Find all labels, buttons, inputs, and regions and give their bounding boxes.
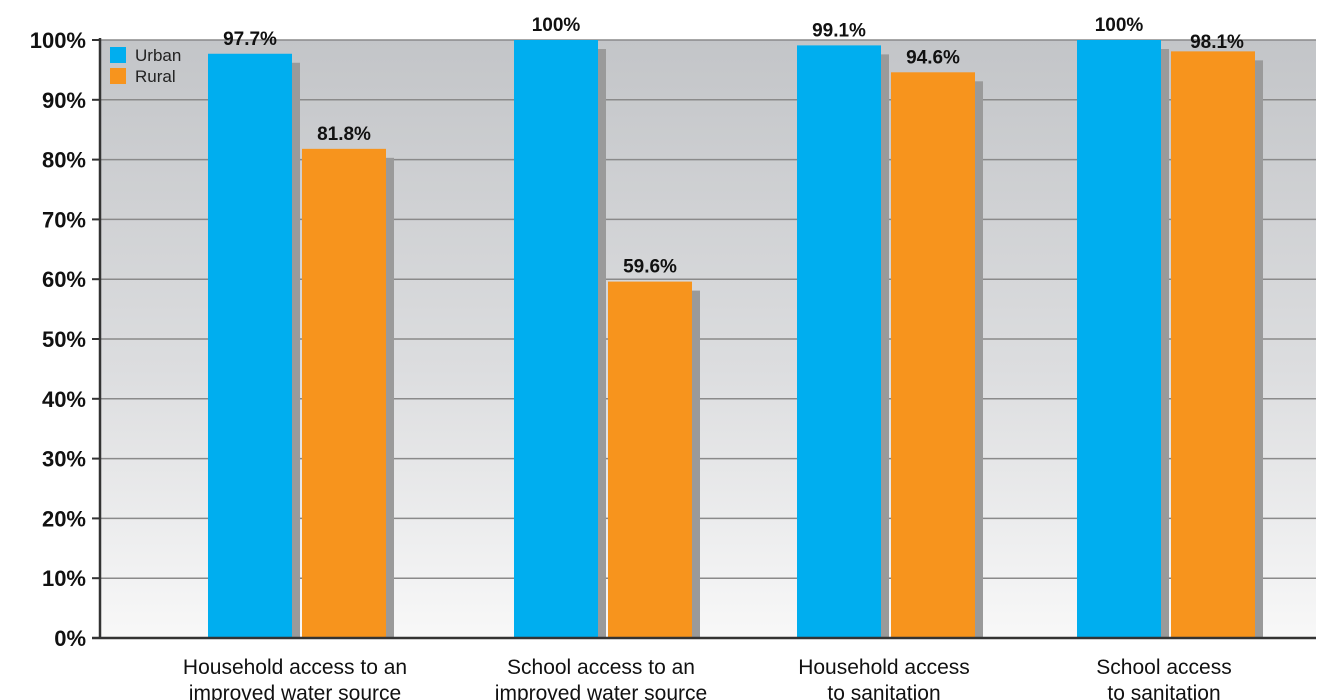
data-label: 81.8% <box>317 124 371 145</box>
data-label: 98.1% <box>1190 32 1244 53</box>
x-tick-label: to sanitation <box>827 682 940 700</box>
data-label: 59.6% <box>623 257 677 278</box>
x-tick-label: improved water source <box>495 682 707 700</box>
y-tick-label: 0% <box>54 626 86 651</box>
legend-label: Rural <box>135 67 176 86</box>
y-tick-label: 50% <box>42 327 86 352</box>
data-label: 94.6% <box>906 47 960 68</box>
y-tick-label: 30% <box>42 447 86 472</box>
y-tick-label: 70% <box>42 207 86 232</box>
y-tick-label: 80% <box>42 148 86 173</box>
bar-urban <box>1077 40 1161 638</box>
y-tick-label: 60% <box>42 267 86 292</box>
bar-rural <box>608 281 692 638</box>
x-tick-label: improved water source <box>189 682 401 700</box>
legend-swatch-rural <box>110 68 126 84</box>
data-label: 100% <box>1095 15 1144 36</box>
bar-urban <box>514 40 598 638</box>
bar-rural <box>302 148 386 638</box>
y-tick-label: 40% <box>42 387 86 412</box>
data-label: 97.7% <box>223 29 277 50</box>
legend-swatch-urban <box>110 47 126 63</box>
x-tick-label: Household access <box>798 656 970 679</box>
bar-urban <box>797 45 881 638</box>
bars <box>208 40 1263 639</box>
legend-label: Urban <box>135 46 181 65</box>
y-tick-label: 10% <box>42 566 86 591</box>
bar-urban <box>208 53 292 638</box>
x-axis-tick-labels: Household access to an improved water sou… <box>183 656 1232 700</box>
data-label: 100% <box>532 15 581 36</box>
bar-rural <box>1171 51 1255 638</box>
data-labels: 97.7% 100% 99.1% 100% 81.8% 59.6% 94.6% 98.1% <box>223 15 1244 278</box>
x-tick-label: Household access to an <box>183 656 407 679</box>
axes <box>92 38 1316 640</box>
bar-rural <box>891 72 975 639</box>
y-axis-tick-labels: 0% 10% 20% 30% 40% 50% 60% 70% 80% 90% 100% <box>30 28 86 651</box>
y-tick-label: 90% <box>42 88 86 113</box>
legend: Urban Rural <box>110 46 181 86</box>
x-tick-label: to sanitation <box>1107 682 1220 700</box>
x-tick-label: School access <box>1096 656 1231 679</box>
y-tick-label: 100% <box>30 28 86 53</box>
data-label: 99.1% <box>812 20 866 41</box>
y-tick-label: 20% <box>42 506 86 531</box>
x-tick-label: School access to an <box>507 656 695 679</box>
